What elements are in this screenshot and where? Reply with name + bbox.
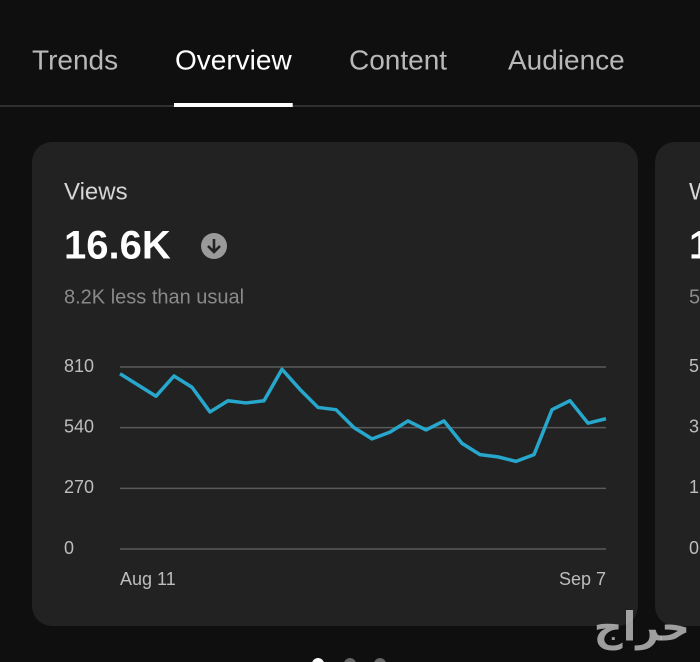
tab[interactable]: Trends	[32, 44, 118, 75]
next-card-tick-label: 5	[689, 356, 699, 376]
next-card-subtitle: 5	[689, 286, 700, 308]
y-tick-label: 270	[64, 477, 94, 497]
next-card-tick-label: 0	[689, 538, 699, 558]
tab[interactable]: Content	[349, 44, 447, 75]
y-tick-label: 540	[64, 416, 94, 436]
tab[interactable]: Audience	[508, 44, 625, 75]
active-tab-indicator	[174, 103, 293, 107]
card-value: 16.6K	[64, 224, 171, 268]
next-card-title: W	[689, 178, 700, 205]
next-card	[655, 142, 700, 626]
views-line	[119, 367, 607, 464]
y-tick-label: 810	[64, 356, 94, 376]
tab-bar: Trends Overview Content Audience	[32, 44, 625, 107]
tab[interactable]: Overview	[175, 44, 292, 75]
line-chart: 0 270 540 810 Aug 11 Sep 7	[64, 356, 607, 589]
next-card-tick-label: 1	[689, 477, 699, 497]
card-subtitle: 8.2K less than usual	[64, 286, 244, 308]
views-card	[32, 142, 638, 626]
card-title: Views	[64, 178, 128, 205]
y-tick-label: 0	[64, 538, 74, 558]
trend-down-icon	[201, 233, 227, 259]
next-card-ticks: 5 3 1 0	[689, 356, 699, 558]
watermark: حراج	[594, 606, 690, 651]
next-card-value: 1	[689, 224, 700, 268]
x-tick-label: Sep 7	[559, 569, 606, 589]
next-card-tick-label: 3	[689, 416, 699, 436]
x-tick-label: Aug 11	[120, 569, 176, 589]
pagination-dots	[312, 658, 386, 662]
